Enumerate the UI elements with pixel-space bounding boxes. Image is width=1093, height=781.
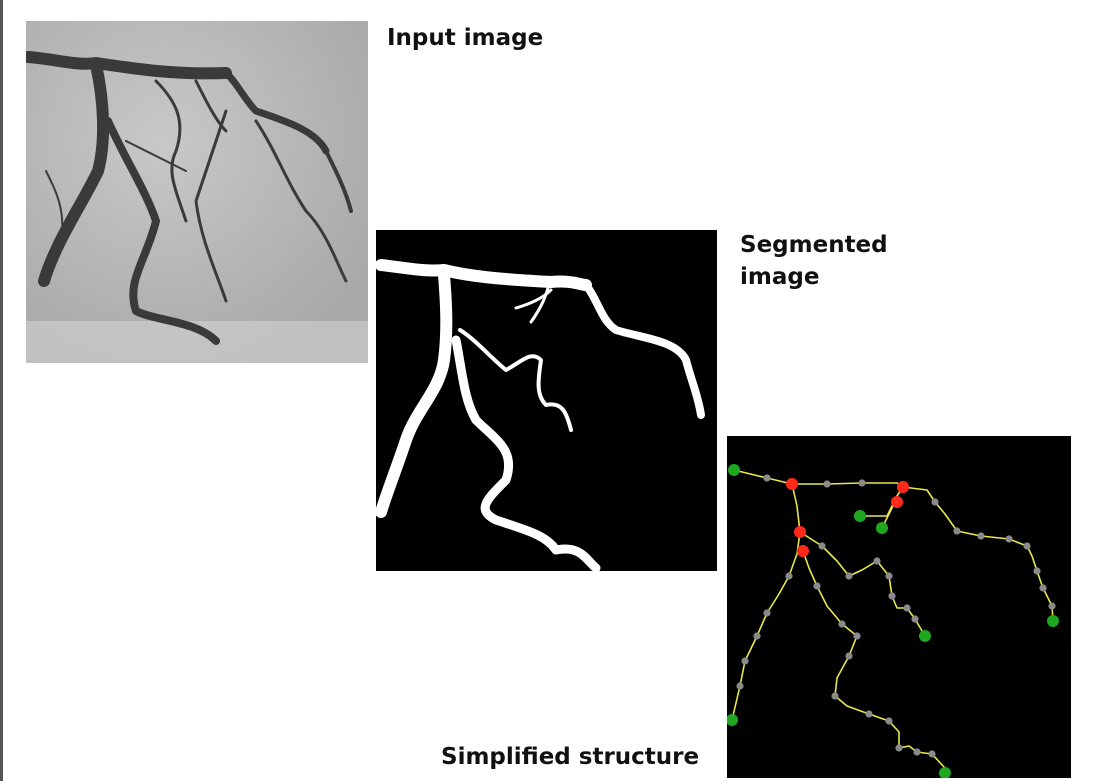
skeleton-node	[1048, 602, 1056, 610]
skeleton-node	[885, 717, 893, 725]
left-border	[0, 0, 3, 781]
skeleton-node	[1039, 584, 1047, 592]
skeleton-node	[1033, 567, 1041, 575]
skeleton-node	[895, 744, 903, 752]
skeleton-node	[831, 692, 839, 700]
skeleton-node	[741, 657, 749, 665]
skeleton-node	[823, 480, 831, 488]
branch-node	[794, 526, 806, 538]
skeleton-edge	[731, 483, 801, 721]
input-angiogram-image	[26, 21, 368, 363]
skeleton-node	[763, 609, 771, 617]
skeleton-node	[838, 620, 846, 628]
endpoint-node	[939, 767, 951, 778]
simplified-structure-caption: Simplified structure	[441, 744, 700, 770]
branch-node	[897, 481, 909, 493]
skeleton-node	[813, 582, 821, 590]
skeleton-node	[785, 572, 793, 580]
branch-node	[797, 545, 809, 557]
skeleton-node	[873, 557, 881, 565]
segmented-image-caption: Segmented image	[740, 232, 888, 290]
skeleton-node	[888, 592, 896, 600]
endpoint-node	[727, 714, 738, 726]
skeleton-edge	[802, 550, 946, 769]
skeleton-node	[953, 527, 961, 535]
branch-node	[786, 478, 798, 490]
skeleton-node	[928, 750, 936, 758]
endpoint-node	[1047, 615, 1059, 627]
skeleton-node	[858, 479, 866, 487]
skeleton-node	[763, 474, 771, 482]
branch-node	[891, 496, 903, 508]
skeleton-node	[845, 572, 853, 580]
skeleton-node	[1005, 535, 1013, 543]
endpoint-node	[919, 630, 931, 642]
simplified-structure-graph	[727, 436, 1071, 778]
skeleton-node	[818, 542, 826, 550]
skeleton-node	[903, 604, 911, 612]
skeleton-node	[913, 748, 921, 756]
skeleton-node	[753, 632, 761, 640]
input-image-caption: Input image	[387, 25, 544, 51]
skeleton-node	[931, 498, 939, 506]
endpoint-node	[854, 510, 866, 522]
skeleton-node	[885, 572, 893, 580]
skeleton-node	[865, 710, 873, 718]
segmented-image	[376, 230, 717, 571]
skeleton-node	[736, 682, 744, 690]
skeleton-node	[853, 632, 861, 640]
endpoint-node	[876, 522, 888, 534]
endpoint-node	[728, 464, 740, 476]
skeleton-node	[1023, 542, 1031, 550]
skeleton-node	[845, 652, 853, 660]
skeleton-node	[977, 532, 985, 540]
skeleton-node	[911, 615, 919, 623]
